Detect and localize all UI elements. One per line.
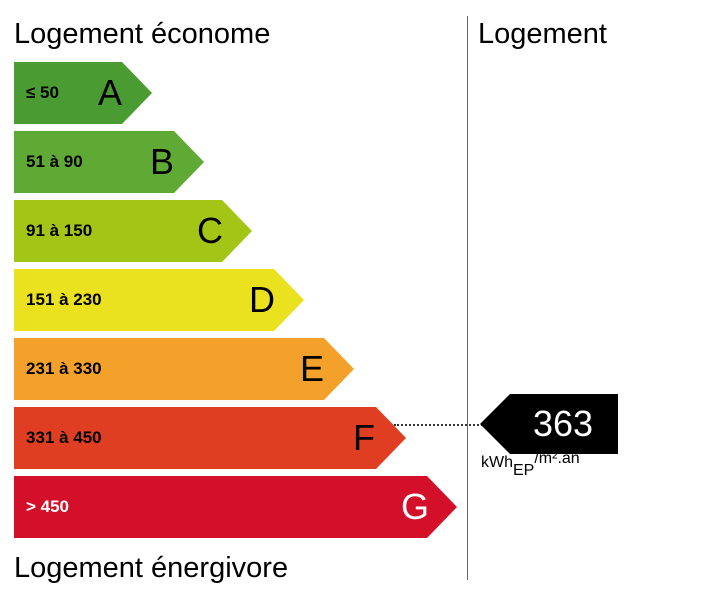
energy-class-letter: C — [197, 210, 223, 251]
energy-class-c-bar: 91 à 150 C — [14, 200, 252, 262]
energy-class-letter: E — [299, 348, 324, 389]
energy-class-a-arrow — [14, 62, 152, 124]
housing-column-label: Logement — [478, 18, 607, 50]
energy-class-g-arrow — [14, 476, 457, 538]
energy-class-a-bar: ≤ 50 A — [14, 62, 152, 124]
energy-class-c-arrow — [14, 200, 252, 262]
rating-marker-arrow — [480, 394, 618, 454]
energy-class-range-label: 151 à 230 — [26, 290, 102, 309]
energy-class-f-bar: 331 à 450 F — [14, 407, 406, 469]
energy-class-b-bar: 51 à 90 B — [14, 131, 204, 193]
energy-class-letter: B — [149, 141, 174, 182]
energy-class-range-label: 51 à 90 — [26, 152, 83, 171]
energy-class-letter: F — [353, 417, 375, 458]
rating-unit: kWhEP/m².an — [481, 450, 580, 479]
energy-class-letter: D — [249, 279, 275, 320]
energy-class-d-bar: 151 à 230 D — [14, 269, 304, 331]
rating-marker — [480, 394, 618, 459]
energy-class-letter: A — [97, 72, 122, 113]
rating-value: 363 — [532, 403, 594, 444]
column-divider — [467, 16, 468, 580]
energy-class-range-label: 91 à 150 — [26, 221, 93, 240]
unit-main: kWh — [481, 454, 513, 471]
energy-class-e-bar: 231 à 330 E — [14, 338, 354, 400]
energy-class-range-label: > 450 — [26, 497, 70, 516]
energy-class-e-arrow — [14, 338, 354, 400]
energy-class-letter: G — [400, 486, 429, 527]
economical-housing-label: Logement économe — [14, 18, 271, 50]
rating-leader-line — [394, 424, 486, 426]
unit-suffix: /m².an — [534, 450, 580, 467]
energy-class-range-label: 231 à 330 — [26, 359, 102, 378]
energy-intensive-housing-label: Logement énergivore — [14, 552, 289, 584]
energy-class-g-bar: > 450 G — [14, 476, 457, 538]
energy-class-range-label: 331 à 450 — [26, 428, 102, 447]
energy-class-f-arrow — [14, 407, 406, 469]
energy-class-range-label: ≤ 50 — [26, 83, 59, 102]
energy-class-b-arrow — [14, 131, 204, 193]
energy-class-d-arrow — [14, 269, 304, 331]
unit-subscript: EP — [513, 462, 535, 479]
